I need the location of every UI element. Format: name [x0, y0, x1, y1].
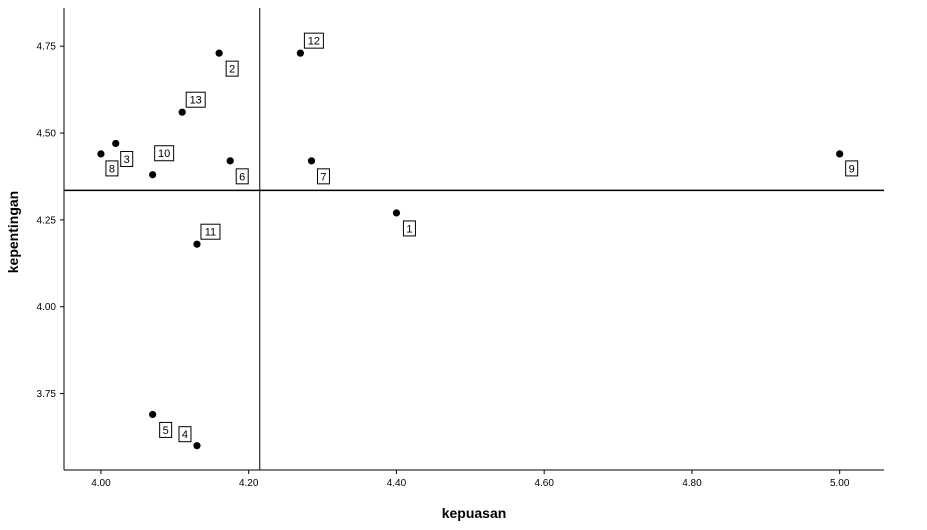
- data-point-label-box: [225, 60, 239, 77]
- data-point-label: 1: [406, 223, 412, 235]
- data-point-label-box: [178, 426, 192, 443]
- x-tick-label: 4.00: [91, 478, 111, 489]
- data-point-label-box: [402, 220, 416, 237]
- reference-lines: [64, 8, 884, 470]
- x-tick-label: 4.80: [682, 478, 702, 489]
- data-point-label: 2: [229, 64, 235, 76]
- x-axis-title: kepuasan: [442, 505, 507, 521]
- data-point-label: 3: [124, 154, 130, 166]
- data-point-label-box: [154, 145, 175, 162]
- data-point-label: 10: [158, 148, 170, 160]
- data-point-label-box: [235, 168, 249, 185]
- data-point-label-box: [200, 223, 221, 240]
- data-point-label: 5: [163, 425, 169, 437]
- data-point: [296, 49, 304, 57]
- data-point: [97, 150, 105, 158]
- data-point: [307, 157, 316, 165]
- data-point: [215, 49, 223, 57]
- data-point-label-box: [303, 32, 324, 49]
- data-point-label-box: [185, 91, 206, 108]
- data-point-label-box: [845, 160, 859, 177]
- y-tick-label: 4.50: [37, 129, 57, 140]
- data-point: [193, 442, 201, 450]
- data-point: [149, 410, 157, 419]
- data-point-label: 8: [109, 163, 115, 175]
- data-point-label: 6: [239, 171, 245, 183]
- data-point-label-box: [120, 150, 134, 167]
- data-point-label: 13: [190, 95, 202, 107]
- data-point: [226, 157, 234, 165]
- data-point: [149, 171, 157, 179]
- y-tick-label: 4.25: [37, 215, 57, 226]
- data-point-label: 7: [320, 171, 326, 183]
- x-tick-label: 4.40: [387, 478, 407, 489]
- data-point-label: 9: [849, 163, 855, 175]
- x-tick-label: 5.00: [830, 478, 850, 489]
- x-ticks: 4.00 4.20 4.40 4.60 4.80 5.00: [91, 470, 850, 489]
- data-point-label: 12: [308, 36, 320, 48]
- data-point-label: 4: [182, 429, 188, 441]
- y-tick-label: 4.75: [37, 42, 57, 53]
- plot-frame: [63, 8, 884, 471]
- data-point: [836, 150, 844, 158]
- x-tick-label: 4.20: [239, 478, 259, 489]
- y-ticks: 3.75 4.00 4.25 4.50 4.75: [37, 42, 64, 400]
- y-tick-label: 3.75: [37, 389, 57, 400]
- y-tick-label: 4.00: [37, 302, 57, 313]
- data-point-label-box: [105, 160, 119, 177]
- data-point: [112, 139, 120, 148]
- data-point-label-box: [159, 421, 173, 438]
- y-axis-title: kepentingan: [5, 191, 21, 273]
- x-tick-label: 4.60: [534, 478, 554, 489]
- data-point: [193, 240, 201, 248]
- data-point: [392, 209, 401, 217]
- data-point-label: 11: [205, 227, 216, 239]
- data-point: [178, 108, 186, 116]
- data-point-label-box: [316, 168, 330, 185]
